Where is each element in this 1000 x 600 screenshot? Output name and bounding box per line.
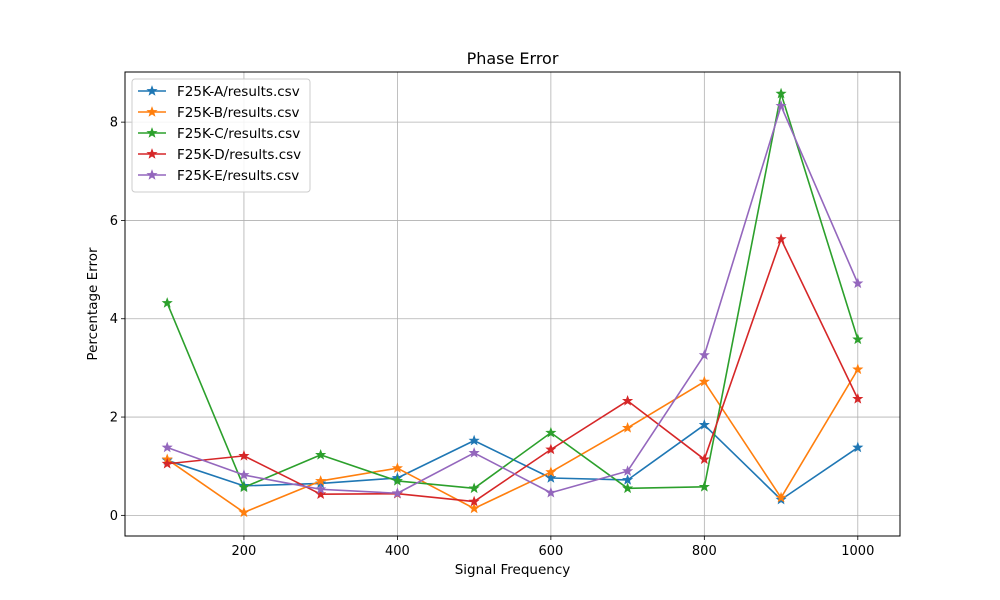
legend-label: F25K-C/results.csv: [177, 126, 300, 142]
x-tick-label: 1000: [841, 544, 874, 559]
y-axis-label: Percentage Error: [85, 247, 101, 361]
data-point: [698, 480, 710, 492]
data-point: [315, 488, 327, 499]
data-point: [391, 487, 403, 498]
data-point: [238, 481, 250, 493]
data-point: [391, 475, 403, 486]
data-point: [468, 482, 480, 494]
data-point: [545, 426, 557, 438]
legend-item: F25K-D/results.csv: [138, 147, 301, 163]
data-point: [622, 465, 634, 476]
data-point: [468, 502, 480, 514]
series-3: [161, 87, 864, 494]
data-point: [622, 422, 634, 433]
axis-ticks: 200 400 600 800 1000 0 2 4 6 8: [110, 116, 875, 559]
legend-label: F25K-D/results.csv: [177, 147, 301, 163]
legend-label: F25K-E/results.csv: [177, 168, 299, 184]
series-5: [161, 100, 864, 498]
y-tick-label: 8: [110, 116, 118, 131]
data-point: [622, 394, 634, 406]
series-line: [167, 238, 859, 503]
chart-title: Phase Error: [467, 49, 559, 68]
data-point: [545, 443, 557, 455]
y-tick-label: 4: [110, 312, 118, 327]
data-point: [775, 87, 787, 99]
legend-label: F25K-B/results.csv: [177, 105, 300, 121]
plot-area: [124, 71, 901, 537]
legend-swatch-marker: [146, 85, 158, 96]
legend-swatch-marker: [146, 106, 158, 117]
series-line: [166, 424, 859, 501]
legend-item: F25K-E/results.csv: [138, 168, 299, 184]
data-point: [698, 375, 710, 387]
data-point: [161, 441, 173, 453]
data-point: [698, 453, 710, 465]
legend-item: F25K-B/results.csv: [138, 105, 300, 121]
data-point: [852, 363, 864, 375]
data-point: [161, 297, 173, 308]
data-point: [545, 486, 557, 498]
x-axis-label: Signal Frequency: [455, 562, 571, 578]
y-tick-label: 6: [110, 214, 118, 229]
data-point: [545, 472, 557, 483]
data-point: [391, 462, 403, 473]
data-point: [852, 441, 864, 453]
data-point: [161, 457, 173, 469]
x-tick-label: 200: [232, 544, 257, 559]
data-point: [238, 506, 250, 518]
data-point: [852, 333, 864, 345]
series-line: [166, 368, 859, 514]
x-tick-label: 600: [538, 544, 563, 559]
data-point: [622, 482, 634, 494]
x-tick-label: 800: [692, 544, 717, 559]
legend-swatch-marker: [146, 169, 158, 180]
data-point: [315, 483, 327, 495]
data-point: [698, 349, 710, 360]
grid-lines: [125, 72, 900, 536]
data-point: [468, 434, 480, 446]
y-tick-label: 2: [110, 411, 118, 426]
data-point: [775, 100, 787, 111]
legend: F25K-A/results.csv F25K-B/results.csv F25K…: [131, 78, 311, 193]
data-point: [468, 447, 480, 458]
data-point: [315, 449, 327, 460]
legend-box: [131, 78, 311, 193]
legend-label: F25K-A/results.csv: [177, 84, 300, 100]
series-line: [166, 92, 859, 490]
legend-item: F25K-C/results.csv: [138, 126, 300, 142]
data-point: [852, 277, 864, 289]
x-tick-label: 400: [385, 544, 410, 559]
data-point: [698, 419, 710, 430]
data-point: [852, 393, 864, 404]
series-line: [166, 105, 859, 495]
series-layer: [161, 87, 864, 518]
data-point: [622, 474, 634, 485]
data-point: [545, 466, 557, 477]
data-point: [315, 475, 327, 486]
legend-swatch-marker: [146, 148, 158, 159]
legend-item: F25K-A/results.csv: [138, 84, 300, 100]
data-point: [238, 469, 250, 480]
data-point: [775, 233, 787, 244]
data-point: [775, 491, 787, 503]
legend-swatch-marker: [146, 127, 158, 138]
data-point: [468, 495, 480, 507]
y-tick-label: 0: [110, 509, 118, 524]
data-point: [238, 450, 250, 461]
